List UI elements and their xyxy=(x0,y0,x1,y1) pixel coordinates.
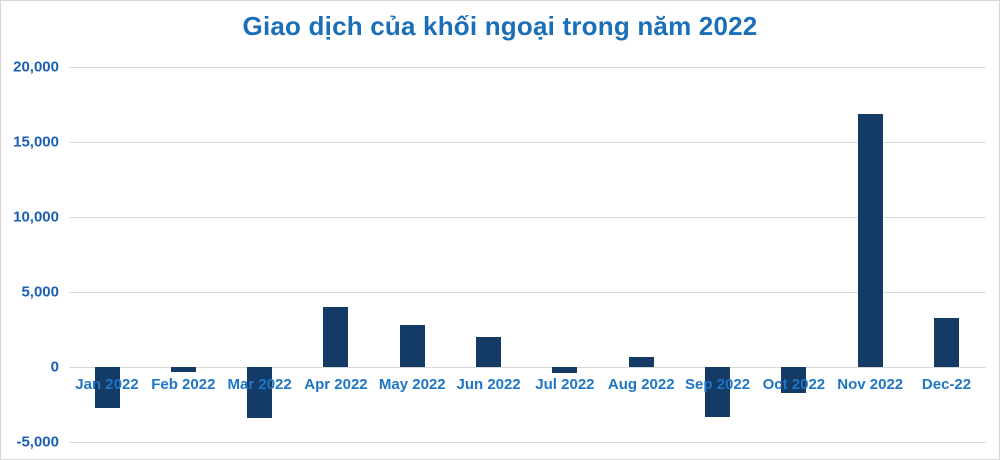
x-tick-label: Dec-22 xyxy=(921,376,972,393)
bar-oct-2022 xyxy=(781,367,807,394)
x-tick-label: Feb 2022 xyxy=(151,376,216,393)
bar-nov-2022 xyxy=(857,113,883,367)
gridline xyxy=(69,217,986,218)
x-tick-label: May 2022 xyxy=(378,376,446,393)
bar-feb-2022 xyxy=(170,367,196,373)
zero-axis-line xyxy=(69,367,986,368)
x-tick-label: Sep 2022 xyxy=(685,376,751,393)
gridline xyxy=(69,442,986,443)
bar-mar-2022 xyxy=(247,367,273,418)
gridline xyxy=(69,142,986,143)
chart-title: Giao dịch của khối ngoại trong năm 2022 xyxy=(242,11,758,41)
gridline xyxy=(69,67,986,68)
y-axis: 20,000 15,000 10,000 5,000 0 -5,000 xyxy=(1,59,59,451)
x-tick-label: Nov 2022 xyxy=(837,376,904,393)
x-tick-label: Aug 2022 xyxy=(607,376,675,393)
y-tick-label: 5,000 xyxy=(21,283,59,301)
gridline xyxy=(69,292,986,293)
y-tick-label: 20,000 xyxy=(13,58,59,76)
x-tick-label: Apr 2022 xyxy=(304,376,368,393)
x-tick-label: Jul 2022 xyxy=(535,376,595,393)
y-tick-label: 15,000 xyxy=(13,133,59,151)
x-tick-label: Jan 2022 xyxy=(75,376,139,393)
x-tick-label: Mar 2022 xyxy=(227,376,292,393)
bar-sep-2022 xyxy=(705,367,731,417)
plot-area: Jan 2022 Feb 2022 Mar 2022 Apr 2022 May 2022… xyxy=(69,67,986,443)
y-tick-label: 10,000 xyxy=(13,208,59,226)
y-tick-label: 0 xyxy=(50,358,59,376)
y-tick-label: -5,000 xyxy=(16,433,59,451)
x-tick-label: Oct 2022 xyxy=(762,376,826,393)
bar-jan-2022 xyxy=(94,367,120,408)
bar-may-2022 xyxy=(399,325,425,367)
x-tick-label: Jun 2022 xyxy=(456,376,521,393)
bar-dec-22 xyxy=(934,317,960,367)
bar-apr-2022 xyxy=(323,307,349,367)
bar-aug-2022 xyxy=(628,356,654,367)
bar-jul-2022 xyxy=(552,367,578,373)
bar-jun-2022 xyxy=(476,337,502,367)
